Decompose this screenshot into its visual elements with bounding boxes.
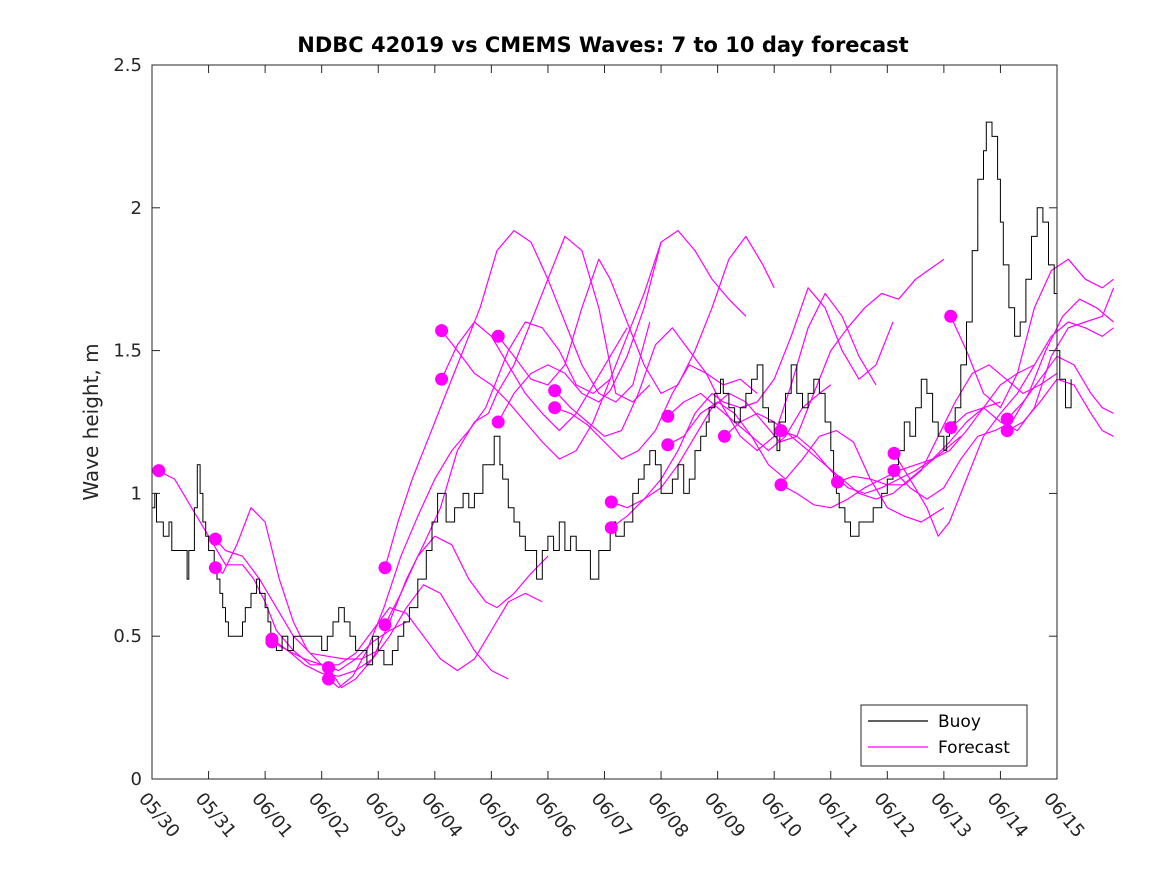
forecast-marker-24 [887, 464, 901, 478]
forecast-marker-1 [208, 532, 222, 546]
forecast-line-9 [441, 241, 662, 460]
forecast-marker-13 [548, 384, 562, 398]
forecast-line-8 [384, 535, 549, 626]
forecast-line-10 [441, 321, 628, 432]
forecast-marker-14 [548, 401, 562, 415]
y-tick-label-5: 2.5 [113, 55, 142, 76]
legend-buoy-label: Buoy [938, 712, 981, 732]
forecast-marker-11 [491, 329, 505, 343]
forecast-marker-16 [604, 521, 618, 535]
forecast-marker-19 [717, 429, 731, 443]
forecast-marker-9 [435, 324, 449, 338]
y-tick-label-4: 2 [131, 198, 142, 219]
forecast-marker-6 [322, 672, 335, 686]
forecast-line-16 [610, 258, 945, 529]
forecast-line-4 [271, 584, 509, 680]
y-axis-label: Wave height, m [79, 343, 103, 500]
forecast-marker-5 [322, 661, 335, 675]
y-tick-label-3: 1.5 [113, 341, 142, 362]
forecast-line-18 [667, 401, 945, 523]
legend-forecast-label: Forecast [938, 738, 1010, 758]
forecast-line-21 [780, 364, 1035, 509]
plot-area [152, 65, 1057, 779]
forecast-marker-22 [831, 475, 844, 489]
forecast-line-12 [497, 230, 747, 423]
forecast-line-3 [271, 592, 543, 672]
legend: Buoy Forecast [860, 704, 1028, 767]
forecast-marker-7 [378, 561, 392, 575]
forecast-marker-15 [604, 495, 618, 509]
forecast-line-20 [780, 401, 1001, 494]
forecast-marker-10 [435, 372, 449, 386]
forecast-marker-21 [774, 478, 788, 492]
forecast-marker-20 [774, 424, 788, 438]
forecast-line-11 [497, 235, 775, 394]
buoy-line [152, 121, 1072, 666]
chart-title: NDBC 42019 vs CMEMS Waves: 7 to 10 day f… [297, 33, 908, 57]
forecast-marker-17 [661, 409, 675, 423]
forecast-marker-12 [491, 415, 505, 429]
y-tick-label-1: 0.5 [113, 626, 142, 647]
y-tick-label-0: 0 [131, 769, 142, 790]
forecast-marker-26 [944, 421, 958, 435]
forecast-line-27 [1006, 355, 1114, 420]
forecast-marker-28 [1000, 424, 1014, 438]
legend-box [860, 704, 1028, 767]
forecast-line-0 [157, 470, 322, 666]
y-tick-label-2: 1 [131, 483, 142, 504]
forecast-line-14 [554, 292, 877, 460]
forecast-marker-0 [152, 464, 166, 478]
forecast-line-22 [837, 364, 1058, 486]
forecast-marker-18 [661, 438, 675, 452]
forecast-marker-25 [944, 309, 958, 323]
forecast-marker-27 [1000, 412, 1014, 426]
forecast-marker-23 [887, 446, 901, 460]
forecast-line-25 [950, 258, 1114, 409]
forecast-marker-8 [378, 618, 392, 632]
forecast-line-23 [893, 321, 1114, 537]
forecast-marker-2 [208, 561, 222, 575]
series-layer [152, 121, 1115, 689]
forecast-marker-4 [265, 635, 279, 649]
